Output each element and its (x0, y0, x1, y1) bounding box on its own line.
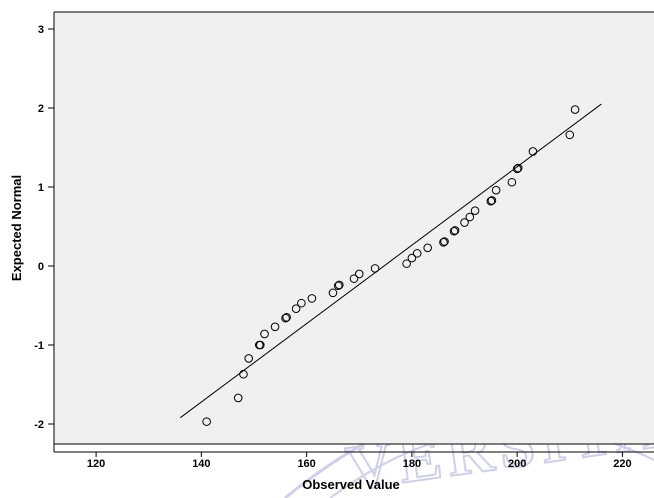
reference-line (180, 103, 602, 419)
data-point (328, 288, 338, 298)
x-tick-label: 200 (508, 458, 526, 470)
data-point (354, 269, 364, 279)
data-point (307, 294, 317, 303)
data-point (256, 340, 265, 350)
y-tick-label: 2 (38, 103, 44, 115)
data-point (233, 393, 243, 403)
data-point (244, 354, 254, 363)
ticks-layer: 120 140 160 180 200 220 -2 -1 0 1 2 3 (34, 24, 631, 470)
x-tick-label: 220 (613, 458, 631, 470)
data-point (334, 280, 344, 290)
data-point (297, 298, 306, 308)
y-tick-label: 1 (38, 182, 44, 194)
data-point (565, 130, 575, 140)
y-tick-label: -1 (34, 340, 44, 352)
data-point (528, 147, 538, 156)
data-point (270, 322, 280, 332)
x-tick-label: 160 (297, 458, 315, 470)
plot-area (54, 12, 654, 444)
data-point (402, 259, 411, 268)
plot-layer (180, 103, 602, 426)
data-point (423, 243, 432, 253)
data-point (440, 237, 449, 246)
x-axis-title: Observed Value (302, 477, 400, 492)
y-tick-label: -2 (34, 419, 44, 431)
data-point (449, 226, 459, 236)
data-point (450, 226, 460, 235)
data-point (460, 218, 469, 227)
data-point (507, 177, 517, 187)
y-tick-label: 0 (38, 261, 44, 273)
data-point (439, 238, 448, 247)
data-point (470, 206, 480, 215)
data-point (412, 249, 422, 258)
x-tick-label: 120 (87, 458, 105, 470)
y-axis-title: Expected Normal (9, 175, 24, 281)
data-point (487, 196, 497, 205)
data-point (491, 185, 501, 195)
data-point (349, 274, 359, 283)
data-point (513, 163, 523, 173)
data-point (333, 281, 343, 291)
data-point (282, 313, 291, 322)
data-point (465, 212, 475, 222)
data-point (407, 253, 417, 263)
y-tick-label: 3 (38, 24, 44, 36)
x-tick-label: 140 (192, 458, 210, 470)
data-point (281, 313, 290, 323)
data-point (202, 417, 211, 426)
data-point (570, 105, 580, 114)
data-point (239, 369, 248, 379)
data-point (486, 196, 496, 206)
data-point (260, 329, 269, 339)
data-point (291, 304, 301, 313)
data-point (512, 164, 522, 174)
x-tick-label: 180 (403, 458, 421, 470)
data-point (370, 264, 380, 273)
